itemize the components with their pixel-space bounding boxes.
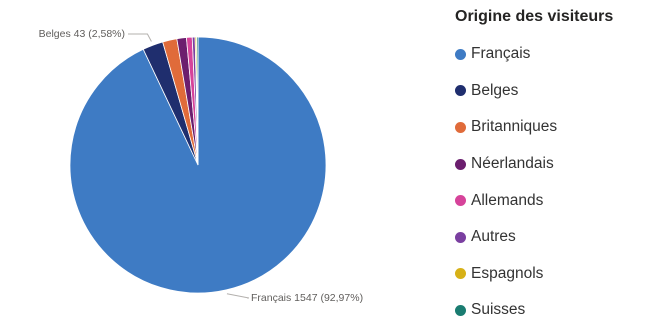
legend-item-autres[interactable]: Autres <box>455 219 645 256</box>
legend-item-britanniques[interactable]: Britanniques <box>455 109 645 146</box>
legend-marker-autres <box>455 231 466 243</box>
legend-marker-espagnols <box>455 268 466 280</box>
legend-marker-allemands <box>455 195 466 207</box>
pie-slices <box>69 36 327 294</box>
legend-item-allemands[interactable]: Allemands <box>455 182 645 219</box>
data-labels: Belges 43 (2,58%) Français 1547 (92,97%) <box>39 28 363 304</box>
legend-marker-neerlandais <box>455 158 466 170</box>
legend-label-francais: Français <box>471 45 531 63</box>
legend-label-autres: Autres <box>471 228 516 246</box>
legend: Origine des visiteurs Français Belges Brit… <box>455 8 645 329</box>
legend-marker-britanniques <box>455 121 466 133</box>
legend-item-neerlandais[interactable]: Néerlandais <box>455 146 645 183</box>
pie-slice-suisses[interactable] <box>196 36 199 166</box>
pie-chart: Belges 43 (2,58%) Français 1547 (92,97%) <box>39 28 363 304</box>
legend-marker-francais <box>455 48 466 60</box>
data-label-francais: Français 1547 (92,97%) <box>251 292 363 304</box>
leader-lines <box>128 33 250 299</box>
legend-label-espagnols: Espagnols <box>471 264 544 282</box>
legend-label-neerlandais: Néerlandais <box>471 155 554 173</box>
legend-item-francais[interactable]: Français <box>455 36 645 73</box>
legend-label-britanniques: Britanniques <box>471 118 558 136</box>
legend-marker-belges <box>455 85 466 97</box>
legend-label-allemands: Allemands <box>471 191 544 209</box>
legend-label-belges: Belges <box>471 81 519 99</box>
legend-item-suisses[interactable]: Suisses <box>455 292 645 329</box>
legend-marker-suisses <box>455 304 466 316</box>
leader-line-francais <box>226 293 250 299</box>
legend-item-belges[interactable]: Belges <box>455 73 645 110</box>
legend-item-espagnols[interactable]: Espagnols <box>455 256 645 293</box>
legend-label-suisses: Suisses <box>471 301 526 319</box>
legend-title: Origine des visiteurs <box>455 8 614 25</box>
legend-items: Français Belges Britanniques Néerlandais All… <box>455 36 645 329</box>
leader-line-belges <box>128 33 152 42</box>
data-label-belges: Belges 43 (2,58%) <box>39 28 125 40</box>
